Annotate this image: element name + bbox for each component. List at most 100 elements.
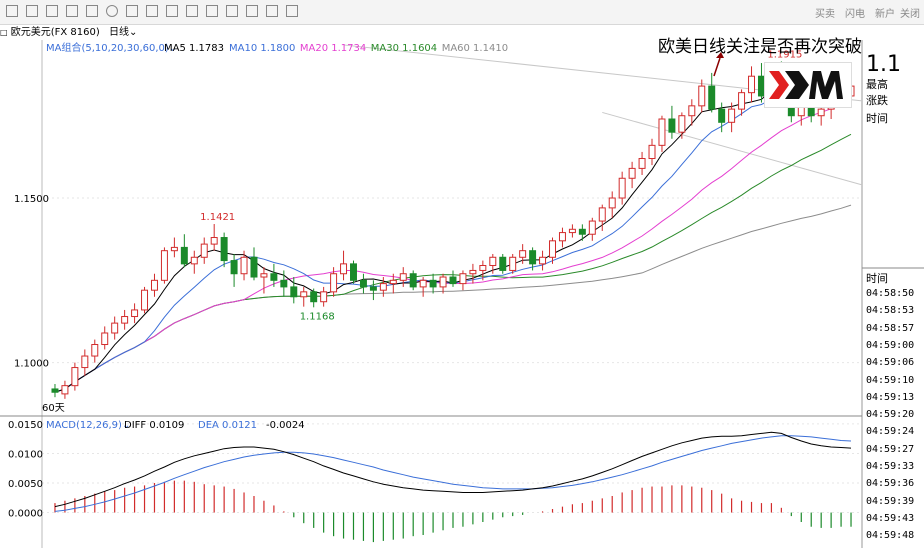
- time-list-item: 04:59:27: [866, 443, 915, 455]
- ma-legend-ma5: MA5 1.1783: [164, 43, 224, 54]
- time-list-item: 04:59:00: [866, 339, 915, 351]
- text-tool-icon[interactable]: [66, 5, 78, 17]
- time-list-item: 04:59:24: [866, 426, 915, 438]
- time-list-item: 04:59:33: [866, 461, 915, 472]
- chevron-down-icon[interactable]: ⌄: [128, 27, 138, 38]
- period-select[interactable]: 日线: [108, 27, 129, 38]
- high-label: 最高: [866, 78, 888, 91]
- diff-line: [54, 431, 852, 508]
- candle-body: [359, 279, 367, 288]
- eraser-icon[interactable]: [286, 5, 298, 17]
- candle-body: [618, 177, 626, 199]
- candle-body: [568, 228, 576, 234]
- candle-body: [738, 92, 746, 110]
- zoom-out-icon[interactable]: [266, 5, 278, 17]
- candle-body: [499, 256, 507, 271]
- candle-body: [330, 273, 338, 293]
- circle-tool-icon[interactable]: [106, 5, 118, 17]
- candle-body: [479, 265, 487, 271]
- time-list-item: 04:59:20: [866, 409, 915, 421]
- candle: [608, 191, 616, 218]
- price-annotation: 1.1421: [200, 212, 235, 223]
- candle-body: [300, 291, 308, 298]
- candle: [628, 161, 636, 189]
- candle: [359, 273, 367, 294]
- candle: [260, 267, 268, 294]
- candle-body: [469, 269, 477, 275]
- gann-tool-icon[interactable]: [186, 5, 198, 17]
- candle: [320, 286, 328, 307]
- candle: [61, 380, 69, 399]
- candle-body: [379, 283, 387, 291]
- candle: [738, 89, 746, 116]
- time-list-item: 04:59:13: [866, 391, 915, 403]
- toolbar-item-buy-sell[interactable]: 买卖: [815, 9, 835, 20]
- headline: 欧美日线关注是否再次突破: [658, 37, 862, 57]
- candle-body: [290, 286, 298, 298]
- candle: [539, 250, 547, 271]
- candle-body: [678, 115, 686, 133]
- zoom-in-icon[interactable]: [246, 5, 258, 17]
- measure-tool-icon[interactable]: [226, 5, 238, 17]
- collapse-icon[interactable]: □: [0, 28, 8, 37]
- arrow-tool-icon[interactable]: [206, 5, 218, 17]
- candle-body: [539, 256, 547, 265]
- trend-tool-icon[interactable]: [146, 5, 158, 17]
- toolbar-item-flash[interactable]: 闪电: [845, 9, 865, 20]
- ma-legend-ma10: MA10 1.1800: [229, 43, 295, 54]
- candle-body: [529, 250, 537, 265]
- candle: [230, 253, 238, 287]
- candle-body: [489, 256, 497, 267]
- candle-body: [270, 273, 278, 281]
- candle-body: [648, 144, 656, 160]
- candle: [588, 217, 596, 241]
- candle: [469, 263, 477, 284]
- macd-legend-item: DIFF 0.0109: [124, 420, 184, 431]
- candle: [330, 267, 338, 297]
- cursor-icon[interactable]: [46, 5, 58, 17]
- candle: [658, 115, 666, 152]
- change-label: 涨跌: [866, 94, 888, 107]
- candle-body: [240, 256, 248, 275]
- toolbar-item-new-account[interactable]: 新户: [875, 9, 895, 20]
- candle: [668, 105, 676, 139]
- candle: [389, 273, 397, 294]
- time-list-item: 04:59:43: [866, 512, 915, 524]
- candle-body: [728, 108, 736, 123]
- candle-body: [409, 273, 417, 288]
- symbol-name[interactable]: 欧元美元(FX 8160): [10, 27, 100, 38]
- candle: [479, 260, 487, 281]
- toolbar-item-close[interactable]: 关闭: [900, 9, 920, 20]
- candle-body: [210, 237, 218, 245]
- candle-body: [519, 250, 527, 258]
- macd-y-tick-label: 0.0050: [8, 479, 43, 490]
- candle: [728, 102, 736, 133]
- candle: [180, 234, 188, 268]
- candle-body: [81, 355, 89, 369]
- time-list-item: 04:59:36: [866, 478, 915, 490]
- time-list-item: 04:59:48: [866, 530, 915, 542]
- candle: [220, 232, 228, 268]
- candle: [150, 273, 158, 297]
- candle: [210, 224, 218, 251]
- candle: [290, 277, 298, 304]
- candle: [489, 253, 497, 274]
- candle: [160, 247, 168, 284]
- channel-tool-icon[interactable]: [166, 5, 178, 17]
- fibonacci-tool-icon[interactable]: [126, 5, 138, 17]
- candle: [101, 326, 109, 350]
- ma60-line: [54, 204, 852, 393]
- rectangle-tool-icon[interactable]: [86, 5, 98, 17]
- candle-body: [449, 276, 457, 285]
- candle-body: [230, 260, 238, 275]
- candle: [419, 277, 427, 297]
- candle: [748, 66, 756, 103]
- candle-body: [160, 250, 168, 281]
- candle-body: [200, 243, 208, 258]
- macd-y-tick-label: 0.0100: [8, 449, 43, 460]
- time-label: 时间: [866, 112, 888, 125]
- line-tool-icon[interactable]: [26, 5, 38, 17]
- candle: [598, 204, 606, 231]
- crosshair-icon[interactable]: [6, 5, 18, 17]
- candle-body: [180, 246, 188, 265]
